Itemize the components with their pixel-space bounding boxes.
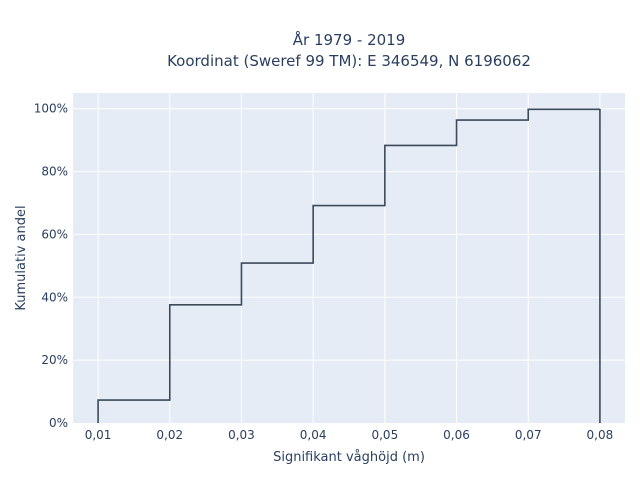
y-tick-label: 80% <box>41 165 68 179</box>
x-tick-label: 0,08 <box>587 428 614 442</box>
y-tick-label: 60% <box>41 227 68 241</box>
y-tick-labels: 0% 20% 40% 60% 80% 100% <box>34 102 68 430</box>
x-tick-label: 0,02 <box>156 428 183 442</box>
x-tick-labels: 0,01 0,02 0,03 0,04 0,05 0,06 0,07 0,08 <box>85 428 614 442</box>
y-tick-label: 20% <box>41 353 68 367</box>
x-tick-label: 0,05 <box>371 428 398 442</box>
chart-title-line1: År 1979 - 2019 <box>293 30 406 49</box>
x-tick-label: 0,04 <box>300 428 327 442</box>
x-tick-label: 0,06 <box>443 428 470 442</box>
x-tick-label: 0,07 <box>515 428 542 442</box>
chart-title-line2: Koordinat (Sweref 99 TM): E 346549, N 61… <box>167 52 531 70</box>
x-axis-title: Signifikant våghöjd (m) <box>273 450 425 465</box>
y-tick-label: 100% <box>34 102 68 116</box>
x-tick-label: 0,03 <box>228 428 255 442</box>
cumulative-step-line <box>97 108 601 423</box>
y-tick-label: 0% <box>49 416 68 430</box>
x-tick-label: 0,01 <box>85 428 112 442</box>
plot-area <box>73 93 625 423</box>
y-tick-label: 40% <box>41 290 68 304</box>
y-axis-title: Kumulativ andel <box>14 205 29 310</box>
